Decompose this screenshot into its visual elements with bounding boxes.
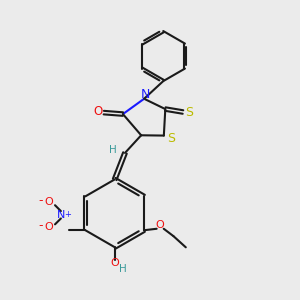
Text: O: O bbox=[45, 197, 53, 207]
Text: O: O bbox=[156, 220, 165, 230]
Text: S: S bbox=[185, 106, 194, 118]
Text: -: - bbox=[38, 219, 43, 232]
Text: O: O bbox=[110, 258, 119, 268]
Text: O: O bbox=[45, 222, 53, 232]
Text: +: + bbox=[64, 210, 71, 219]
Text: -: - bbox=[38, 194, 43, 207]
Text: H: H bbox=[109, 145, 116, 155]
Text: H: H bbox=[119, 264, 127, 274]
Text: S: S bbox=[167, 132, 175, 145]
Text: N: N bbox=[57, 210, 65, 220]
Text: O: O bbox=[94, 105, 103, 118]
Text: N: N bbox=[140, 88, 150, 101]
